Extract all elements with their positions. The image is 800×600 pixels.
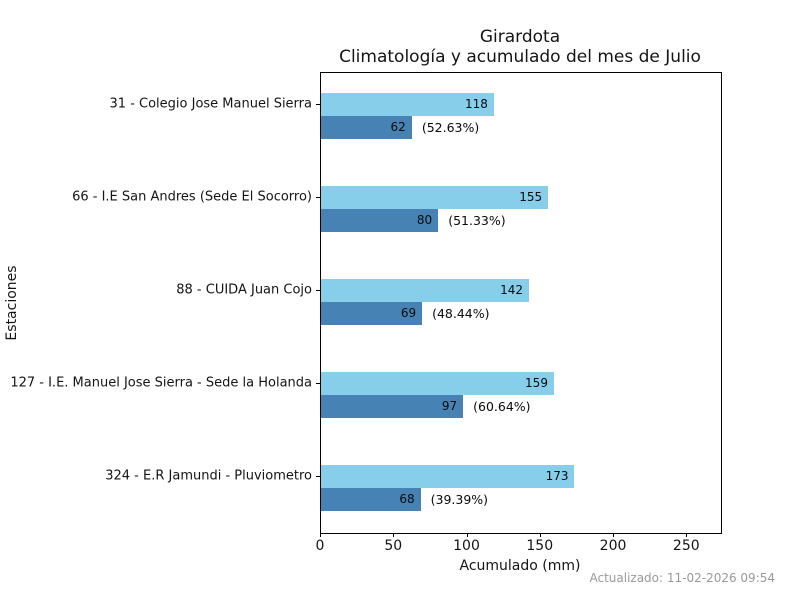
y-tick-mark — [316, 382, 320, 384]
bar-acumulado — [321, 116, 412, 139]
y-tick-mark — [316, 103, 320, 105]
x-tick-mark — [393, 533, 395, 537]
station-label: 324 - E.R Jamundi - Pluviometro — [105, 468, 312, 483]
chart-title: Girardota Climatología y acumulado del m… — [320, 27, 720, 67]
chart-title-line2: Climatología y acumulado del mes de Juli… — [339, 46, 701, 67]
bar-value-acumulado: 68 — [399, 492, 415, 506]
x-tick-mark — [539, 533, 541, 537]
bar-value-climatologia: 155 — [519, 190, 543, 204]
bar-value-climatologia: 173 — [545, 469, 569, 483]
y-axis-label: Estaciones — [4, 265, 20, 341]
percentage-label: (51.33%) — [448, 213, 506, 228]
x-tick-label: 150 — [526, 538, 554, 554]
y-tick-mark — [316, 289, 320, 291]
x-tick-label: 0 — [315, 538, 325, 554]
bar-value-climatologia: 118 — [464, 97, 488, 111]
percentage-label: (48.44%) — [432, 306, 490, 321]
bar-value-acumulado: 62 — [390, 120, 406, 134]
x-tick-mark — [613, 533, 615, 537]
bar-value-climatologia: 159 — [525, 376, 548, 390]
x-axis-label: Acumulado (mm) — [459, 558, 581, 574]
x-tick-mark — [466, 533, 468, 537]
x-tick-label: 250 — [672, 538, 700, 554]
x-tick-label: 100 — [453, 538, 480, 554]
chart-title-line1: Girardota — [479, 27, 561, 47]
bar-climatologia — [321, 372, 554, 395]
bar-climatologia — [321, 93, 494, 116]
bar-climatologia — [321, 186, 549, 209]
bar-value-climatologia: 142 — [500, 283, 524, 297]
update-timestamp: Actualizado: 11-02-2026 09:54 — [589, 571, 775, 585]
bar-climatologia — [321, 465, 575, 488]
y-tick-mark — [316, 196, 320, 198]
station-label: 127 - I.E. Manuel Jose Sierra - Sede la … — [10, 375, 312, 390]
bar-value-acumulado: 97 — [441, 399, 458, 413]
bar-acumulado — [321, 209, 439, 232]
x-tick-mark — [320, 533, 321, 537]
station-label: 66 - I.E San Andres (Sede El Socorro) — [72, 189, 312, 204]
bar-value-acumulado: 80 — [416, 213, 433, 227]
plot-area: 118 62 (52.63%) 155 80 (51.33%) 142 69 (48.44%) 1… — [320, 72, 722, 534]
percentage-label: (60.64%) — [473, 399, 531, 414]
bar-value-acumulado: 69 — [400, 306, 417, 320]
station-label: 88 - CUIDA Juan Cojo — [176, 282, 312, 297]
x-tick-label: 50 — [384, 538, 403, 554]
bar-acumulado — [321, 488, 421, 511]
y-tick-mark — [316, 475, 320, 477]
bar-acumulado — [321, 302, 423, 325]
station-label: 31 - Colegio Jose Manuel Sierra — [109, 96, 312, 111]
bar-climatologia — [321, 279, 530, 302]
percentage-label: (52.63%) — [421, 120, 480, 135]
bar-acumulado — [321, 395, 464, 418]
percentage-label: (39.39%) — [430, 492, 489, 507]
x-tick-mark — [686, 533, 688, 537]
x-tick-label: 200 — [599, 538, 627, 554]
